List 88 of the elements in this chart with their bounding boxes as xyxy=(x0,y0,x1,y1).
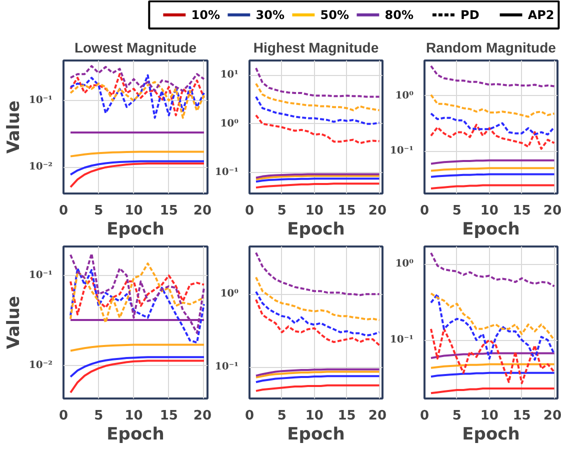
line-series xyxy=(254,96,380,125)
line-series xyxy=(430,328,556,384)
x-tick-label: 5 xyxy=(94,408,104,424)
x-axis-title: Epoch xyxy=(287,424,345,444)
x-tick-label: 10 xyxy=(124,204,143,218)
line-series xyxy=(254,276,380,322)
x-tick-label: 5 xyxy=(452,408,462,424)
x-tick-label: 5 xyxy=(277,204,286,218)
x-tick-label: 10 xyxy=(480,408,498,424)
line-series xyxy=(430,124,556,150)
line-series xyxy=(70,162,205,188)
x-axis-title: Epoch xyxy=(106,424,164,444)
y-tick-label: 10⁻¹ xyxy=(390,146,414,157)
y-tick-label: 10⁻² xyxy=(28,360,53,372)
y-axis-title: Value xyxy=(4,296,24,350)
line-series xyxy=(430,252,556,288)
y-tick-label: 10⁻¹ xyxy=(390,334,414,346)
legend-label: AP2 xyxy=(528,8,554,22)
x-tick-label: 15 xyxy=(338,204,356,218)
line-series xyxy=(430,94,556,118)
line-series xyxy=(70,252,205,334)
legend-label: 80% xyxy=(384,8,414,22)
x-tick-label: 0 xyxy=(420,204,430,218)
line-series xyxy=(70,360,205,394)
x-tick-label: 0 xyxy=(58,204,68,218)
x-tick-label: 20 xyxy=(193,408,212,424)
legend-label: 30% xyxy=(256,8,284,22)
y-tick-label: 10⁰ xyxy=(395,90,414,102)
x-tick-label: 15 xyxy=(512,408,531,424)
x-axis-title: Epoch xyxy=(106,220,164,240)
x-tick-label: 20 xyxy=(368,408,387,424)
legend-label: 50% xyxy=(320,8,350,22)
x-tick-label: 0 xyxy=(244,408,254,424)
line-series xyxy=(70,274,205,316)
x-axis-title: Epoch xyxy=(462,424,520,444)
x-tick-label: 20 xyxy=(543,408,561,424)
y-tick-label: 10⁰ xyxy=(220,288,240,300)
y-tick-label: 10⁻¹ xyxy=(28,95,53,106)
x-tick-label: 15 xyxy=(338,408,356,424)
legend-label: PD xyxy=(460,8,480,22)
line-series xyxy=(254,290,380,337)
x-tick-label: 15 xyxy=(160,408,178,424)
y-tick-label: 10⁻¹ xyxy=(28,270,53,281)
x-tick-label: 20 xyxy=(193,204,212,218)
line-series xyxy=(70,160,205,176)
line-series xyxy=(254,82,380,112)
y-tick-label: 10¹ xyxy=(220,70,238,81)
line-series xyxy=(430,293,556,361)
line-series xyxy=(254,298,380,346)
x-tick-label: 10 xyxy=(480,204,498,218)
line-series xyxy=(430,64,556,88)
legend-label: 10% xyxy=(191,8,220,22)
x-tick-label: 5 xyxy=(94,204,104,218)
y-axis-title: Value xyxy=(4,100,24,154)
x-tick-label: 0 xyxy=(244,204,254,218)
x-tick-label: 10 xyxy=(305,408,324,424)
x-tick-label: 0 xyxy=(420,408,430,424)
y-tick-label: 10⁰ xyxy=(220,118,240,130)
line-series xyxy=(254,368,380,377)
line-series xyxy=(430,292,556,342)
line-series xyxy=(254,114,380,144)
line-series xyxy=(254,252,380,296)
line-series xyxy=(254,375,380,384)
line-series xyxy=(70,356,205,378)
x-tick-label: 0 xyxy=(58,408,68,424)
line-series xyxy=(70,267,205,344)
x-tick-label: 15 xyxy=(160,204,178,218)
x-tick-label: 20 xyxy=(543,204,561,218)
line-series xyxy=(70,81,205,119)
chart-title: Highest Magnitude xyxy=(253,40,379,56)
x-axis-title: Epoch xyxy=(462,220,520,240)
y-tick-label: 10⁻¹ xyxy=(214,362,239,373)
x-tick-label: 5 xyxy=(452,204,462,218)
chart-title: Lowest Magnitude xyxy=(74,40,197,56)
line-series xyxy=(70,262,205,324)
y-tick-label: 10⁰ xyxy=(395,258,414,270)
x-tick-label: 5 xyxy=(277,408,286,424)
chart-title: Random Magnitude xyxy=(426,40,556,56)
x-tick-label: 15 xyxy=(512,204,531,218)
x-tick-label: 20 xyxy=(368,204,387,218)
x-axis-title: Epoch xyxy=(287,220,345,240)
line-series xyxy=(254,67,380,98)
x-tick-label: 10 xyxy=(305,204,324,218)
y-tick-label: 10⁻² xyxy=(28,162,53,173)
x-tick-label: 10 xyxy=(124,408,143,424)
line-series xyxy=(430,112,556,136)
line-series xyxy=(70,65,205,92)
y-tick-label: 10⁻¹ xyxy=(214,166,239,178)
